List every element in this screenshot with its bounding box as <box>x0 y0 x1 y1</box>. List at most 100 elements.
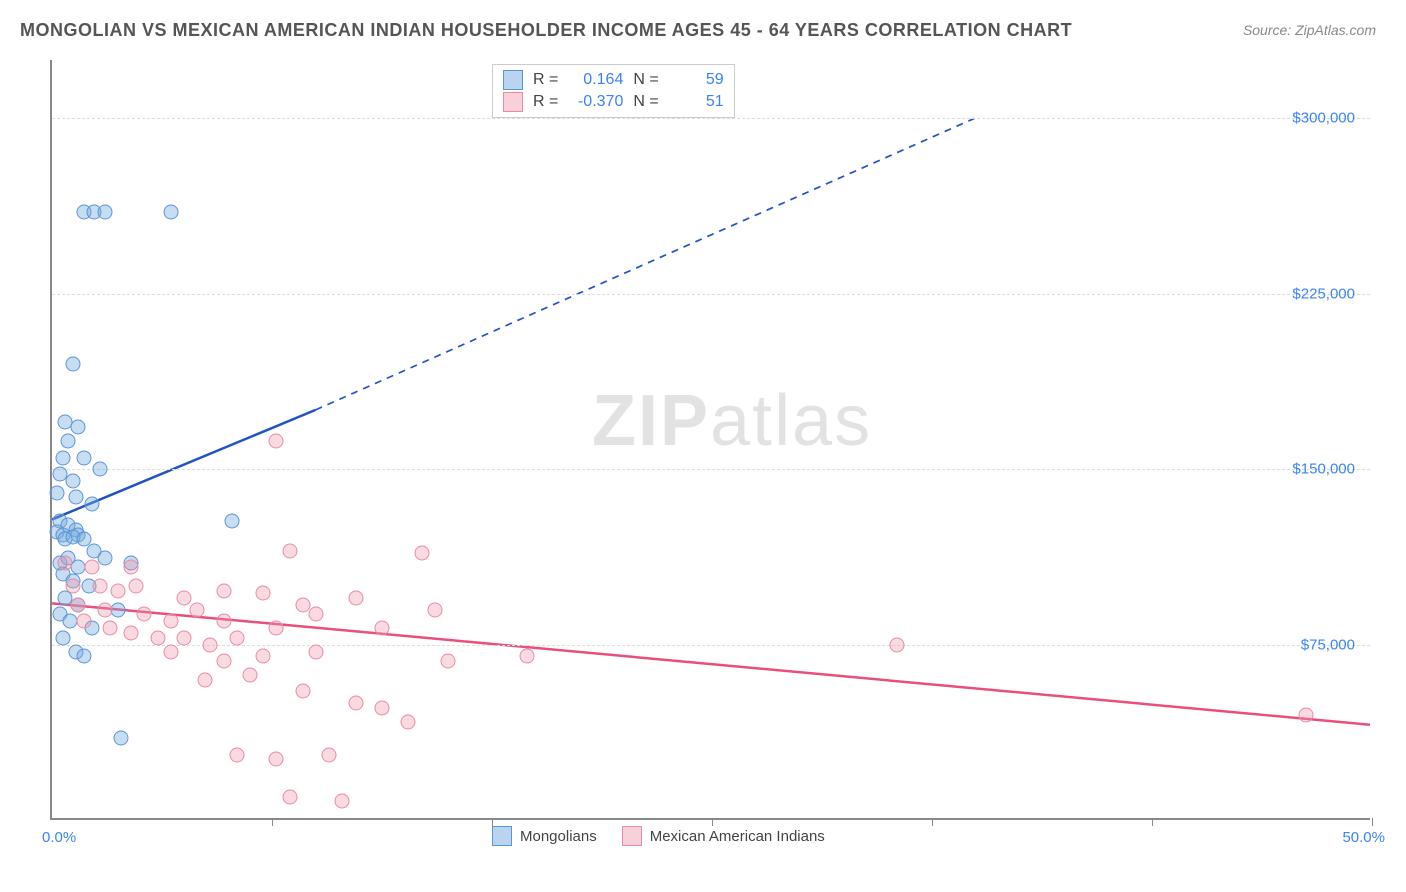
scatter-point <box>66 357 81 372</box>
x-tick-mark <box>1372 818 1373 826</box>
source-attribution: Source: ZipAtlas.com <box>1243 22 1376 38</box>
scatter-point <box>111 602 126 617</box>
scatter-point <box>224 513 239 528</box>
scatter-point <box>66 473 81 488</box>
scatter-point <box>55 450 70 465</box>
scatter-point <box>256 649 271 664</box>
scatter-point <box>97 602 112 617</box>
scatter-point <box>111 583 126 598</box>
scatter-point <box>282 544 297 559</box>
scatter-point <box>97 551 112 566</box>
scatter-point <box>256 586 271 601</box>
scatter-point <box>375 700 390 715</box>
x-tick-mark <box>932 818 933 826</box>
x-tick-mark <box>272 818 273 826</box>
scatter-point <box>58 555 73 570</box>
x-axis-label-max: 50.0% <box>1342 829 1385 846</box>
gridline-horizontal <box>52 118 1370 119</box>
scatter-point <box>177 590 192 605</box>
legend-item-mexican-american-indians: Mexican American Indians <box>622 826 825 846</box>
gridline-horizontal <box>52 645 1370 646</box>
gridline-horizontal <box>52 294 1370 295</box>
scatter-point <box>889 637 904 652</box>
scatter-point <box>309 644 324 659</box>
scatter-point <box>76 649 91 664</box>
r-label: R = <box>533 93 558 111</box>
watermark-light: atlas <box>710 381 872 461</box>
swatch-pink <box>503 92 523 112</box>
scatter-point <box>309 607 324 622</box>
scatter-point <box>71 597 86 612</box>
scatter-point <box>198 672 213 687</box>
scatter-point <box>190 602 205 617</box>
scatter-point <box>163 644 178 659</box>
scatter-point <box>71 420 86 435</box>
stats-row-mexican-american-indians: R = -0.370 N = 51 <box>503 91 724 113</box>
legend: Mongolians Mexican American Indians <box>492 826 825 846</box>
scatter-point <box>216 614 231 629</box>
scatter-point <box>66 579 81 594</box>
scatter-point <box>295 597 310 612</box>
correlation-stats-box: R = 0.164 N = 59 R = -0.370 N = 51 <box>492 64 735 118</box>
scatter-point <box>55 630 70 645</box>
scatter-point <box>60 434 75 449</box>
scatter-point <box>295 684 310 699</box>
r-value-pink: -0.370 <box>568 93 623 111</box>
chart-title: MONGOLIAN VS MEXICAN AMERICAN INDIAN HOU… <box>20 20 1072 41</box>
legend-swatch-blue <box>492 826 512 846</box>
y-tick-label: $150,000 <box>1292 461 1355 478</box>
scatter-point <box>84 497 99 512</box>
scatter-point <box>97 205 112 220</box>
scatter-point <box>124 560 139 575</box>
plot-area: ZIPatlas R = 0.164 N = 59 R = -0.370 N =… <box>50 60 1370 820</box>
scatter-point <box>269 621 284 636</box>
scatter-point <box>401 714 416 729</box>
legend-item-mongolians: Mongolians <box>492 826 597 846</box>
scatter-point <box>414 546 429 561</box>
n-label: N = <box>633 71 658 89</box>
scatter-point <box>335 794 350 809</box>
scatter-point <box>103 621 118 636</box>
scatter-point <box>1299 707 1314 722</box>
scatter-point <box>137 607 152 622</box>
scatter-point <box>229 747 244 762</box>
trendline-solid <box>52 603 1370 724</box>
n-value-blue: 59 <box>669 71 724 89</box>
swatch-blue <box>503 70 523 90</box>
y-tick-label: $300,000 <box>1292 110 1355 127</box>
watermark-bold: ZIP <box>592 381 710 461</box>
scatter-point <box>76 450 91 465</box>
scatter-point <box>84 560 99 575</box>
scatter-point <box>229 630 244 645</box>
scatter-point <box>163 205 178 220</box>
r-value-blue: 0.164 <box>568 71 623 89</box>
n-label: N = <box>633 93 658 111</box>
x-tick-mark <box>712 818 713 826</box>
scatter-point <box>427 602 442 617</box>
scatter-point <box>203 637 218 652</box>
legend-label-mexican-american-indians: Mexican American Indians <box>650 828 825 845</box>
trendline-dashed <box>316 118 975 410</box>
scatter-point <box>216 583 231 598</box>
scatter-point <box>520 649 535 664</box>
scatter-point <box>216 653 231 668</box>
scatter-point <box>163 614 178 629</box>
scatter-point <box>124 625 139 640</box>
x-tick-mark <box>1152 818 1153 826</box>
scatter-point <box>348 590 363 605</box>
scatter-point <box>269 752 284 767</box>
y-tick-label: $75,000 <box>1301 636 1355 653</box>
scatter-point <box>76 614 91 629</box>
scatter-point <box>129 579 144 594</box>
scatter-point <box>282 789 297 804</box>
scatter-point <box>50 485 65 500</box>
x-tick-mark <box>492 818 493 826</box>
scatter-point <box>92 462 107 477</box>
scatter-point <box>150 630 165 645</box>
gridline-horizontal <box>52 469 1370 470</box>
scatter-point <box>68 490 83 505</box>
stats-row-mongolians: R = 0.164 N = 59 <box>503 69 724 91</box>
scatter-point <box>375 621 390 636</box>
scatter-point <box>243 668 258 683</box>
scatter-point <box>348 696 363 711</box>
